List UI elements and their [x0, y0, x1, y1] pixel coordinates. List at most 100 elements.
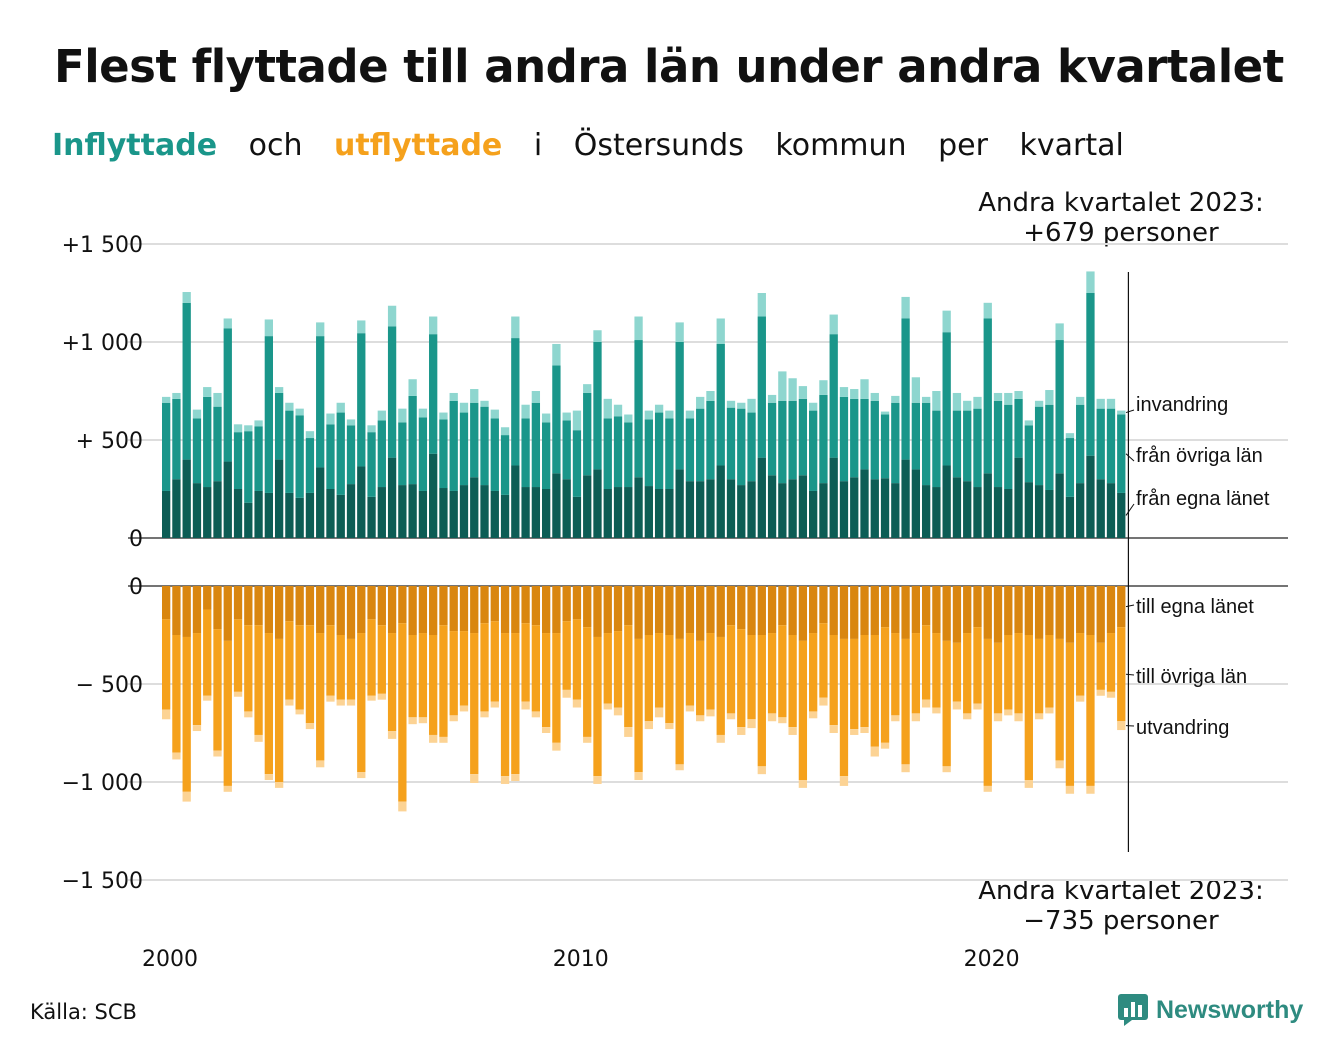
x-tick-label: 2000 — [142, 947, 198, 972]
bar-inflow-segment — [531, 487, 541, 538]
bar-inflow-segment — [182, 292, 191, 303]
bar-outflow-segment — [439, 586, 448, 626]
bar-outflow-segment — [326, 695, 335, 702]
bar-outflow-segment — [726, 625, 736, 714]
bar-outflow-segment — [983, 638, 992, 786]
bar-outflow-segment — [809, 711, 818, 719]
bar-outflow-segment — [685, 705, 695, 712]
bar-outflow-segment — [901, 638, 910, 765]
bar-outflow-segment — [819, 586, 828, 624]
bar-inflow-segment — [839, 396, 849, 482]
bar-outflow-segment — [870, 746, 879, 757]
bar-inflow-segment — [562, 412, 571, 421]
bar-inflow-segment — [1004, 404, 1013, 489]
subtitle-word: kommun — [775, 128, 907, 163]
bar-outflow-segment — [665, 723, 674, 730]
bar-inflow-segment — [819, 394, 828, 484]
label-leader-line — [1125, 673, 1135, 676]
bar-inflow-segment — [336, 402, 345, 413]
bar-outflow-segment — [572, 586, 582, 620]
bar-inflow-segment — [685, 410, 695, 419]
bar-outflow-segment — [1117, 721, 1126, 731]
bar-outflow-segment — [788, 635, 797, 728]
bar-inflow-segment — [541, 413, 551, 423]
bar-inflow-segment — [439, 488, 448, 538]
bar-inflow-segment — [305, 492, 315, 538]
bar-inflow-segment — [192, 409, 202, 419]
bar-inflow-segment — [203, 396, 212, 488]
bar-inflow-segment — [398, 408, 407, 423]
bar-outflow-segment — [654, 633, 664, 708]
bar-outflow-segment — [182, 791, 191, 802]
bar-inflow-segment — [521, 418, 530, 488]
bar-outflow-segment — [162, 709, 171, 720]
bar-inflow-segment — [593, 469, 602, 538]
bar-outflow-segment — [387, 731, 397, 739]
bar-inflow-segment — [665, 418, 674, 489]
bar-inflow-segment — [439, 412, 448, 420]
bar-inflow-segment — [490, 418, 499, 491]
bar-outflow-segment — [264, 586, 273, 634]
bar-outflow-segment — [357, 772, 366, 779]
bar-inflow-segment — [993, 400, 1003, 488]
bar-outflow-segment — [254, 625, 263, 735]
bar-outflow-segment — [459, 586, 469, 632]
bar-outflow-segment — [562, 621, 571, 690]
y-tick-label: 0 — [129, 527, 143, 552]
bar-outflow-segment — [921, 699, 931, 708]
bar-inflow-segment — [398, 422, 407, 486]
bar-inflow-segment — [162, 402, 171, 491]
bar-outflow-segment — [223, 586, 232, 641]
bar-inflow-segment — [326, 424, 335, 489]
bar-inflow-segment — [1045, 489, 1054, 538]
bar-inflow-segment — [203, 487, 212, 538]
bar-inflow-segment — [839, 481, 849, 538]
bar-inflow-segment — [480, 400, 489, 407]
label-leader-line — [1125, 453, 1135, 462]
bar-outflow-segment — [839, 776, 849, 786]
bar-inflow-segment — [696, 396, 705, 409]
bar-outflow-segment — [963, 713, 972, 720]
label-leader-line — [1125, 409, 1135, 414]
bar-inflow-segment — [511, 465, 520, 538]
bar-outflow-segment — [767, 633, 777, 714]
bar-inflow-segment — [983, 302, 992, 319]
bar-inflow-segment — [367, 496, 376, 538]
bar-outflow-segment — [1076, 633, 1085, 696]
bar-inflow-segment — [583, 384, 592, 393]
bar-inflow-segment — [418, 408, 428, 418]
bar-outflow-segment — [1045, 586, 1054, 635]
bar-outflow-segment — [531, 625, 541, 712]
bar-inflow-segment — [470, 477, 479, 538]
bar-outflow-segment — [254, 586, 263, 626]
bar-inflow-segment — [706, 391, 715, 401]
bar-outflow-segment — [541, 586, 551, 634]
bar-inflow-segment — [1096, 398, 1105, 409]
bar-outflow-segment — [901, 764, 910, 773]
x-tick-label: 2020 — [964, 947, 1020, 972]
bar-inflow-segment — [952, 410, 962, 478]
bar-inflow-segment — [490, 409, 499, 419]
brand-logo: Newsworthy — [1118, 994, 1303, 1026]
bar-outflow-segment — [716, 636, 725, 735]
bar-inflow-segment — [203, 387, 212, 397]
bar-outflow-segment — [1096, 586, 1105, 643]
bar-outflow-segment — [870, 635, 879, 747]
bar-inflow-segment — [1065, 438, 1075, 497]
bar-outflow-segment — [593, 586, 602, 637]
bar-outflow-segment — [377, 586, 386, 626]
bar-outflow-segment — [203, 695, 212, 701]
bar-inflow-segment — [767, 394, 777, 403]
bar-outflow-segment — [285, 621, 294, 700]
bar-inflow-segment — [1076, 404, 1085, 484]
bar-outflow-segment — [295, 625, 304, 710]
bar-inflow-segment — [1086, 271, 1095, 293]
bar-outflow-segment — [737, 727, 746, 735]
bar-inflow-segment — [1055, 340, 1064, 474]
bar-inflow-segment — [552, 365, 561, 474]
bar-outflow-segment — [531, 586, 541, 626]
bar-outflow-segment — [1014, 633, 1023, 714]
bar-inflow-segment — [346, 419, 356, 426]
bar-outflow-segment — [459, 631, 469, 706]
bar-outflow-segment — [593, 636, 602, 777]
